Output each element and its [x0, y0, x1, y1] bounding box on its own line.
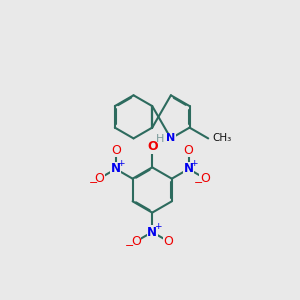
Text: −: − [125, 241, 134, 251]
Text: N: N [111, 163, 121, 176]
Text: CH₃: CH₃ [212, 134, 231, 143]
Text: O: O [200, 172, 210, 185]
Text: +: + [190, 159, 198, 168]
Text: O: O [184, 143, 194, 157]
Text: −: − [88, 178, 98, 188]
Text: N: N [184, 163, 194, 176]
Text: H: H [156, 134, 164, 144]
Text: N: N [166, 134, 176, 143]
Text: O: O [111, 143, 121, 157]
Text: O: O [164, 235, 174, 248]
Text: O: O [147, 140, 158, 153]
Text: +: + [117, 159, 125, 168]
Text: −: − [194, 178, 204, 188]
Text: +: + [154, 222, 161, 231]
Text: O: O [131, 235, 141, 248]
Text: N: N [147, 226, 157, 238]
Text: O: O [94, 172, 104, 185]
